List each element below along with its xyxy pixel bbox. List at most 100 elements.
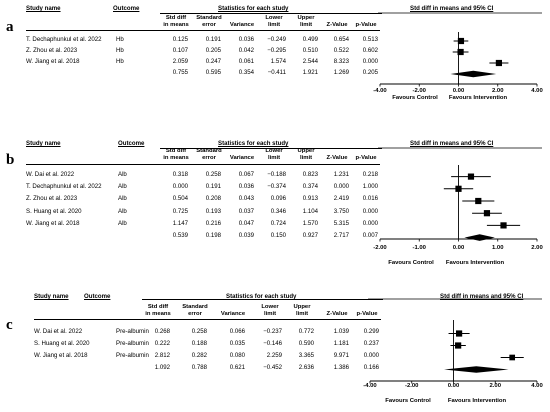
stat-cell: 1.147 xyxy=(172,219,188,227)
stat-cell: 0.621 xyxy=(229,364,245,371)
stat-cell: 0.096 xyxy=(270,195,286,203)
stat-cell: 0.000 xyxy=(362,58,378,65)
stat-cell: −0.249 xyxy=(267,36,286,43)
x-tick-label: -4.00 xyxy=(363,383,377,389)
stat-cell: 0.522 xyxy=(333,47,349,54)
stat-cell: 9.971 xyxy=(333,352,349,359)
stat-cell: 1.092 xyxy=(154,364,170,371)
stat-cell: 2.259 xyxy=(266,352,282,359)
stat-cell: 0.208 xyxy=(205,195,221,203)
stat-cell: 2.419 xyxy=(333,195,349,203)
header-statistics: Statistics for each study xyxy=(226,293,297,300)
stat-cell: 0.107 xyxy=(172,47,188,54)
header-outcome: Outcome xyxy=(118,140,145,147)
study-marker xyxy=(475,197,482,205)
column-header: Standard error xyxy=(196,15,222,28)
stat-cell: 0.166 xyxy=(363,364,379,371)
x-tick-label: -4.00 xyxy=(373,88,387,94)
stat-cell: −0.188 xyxy=(267,171,286,178)
stat-cell: 0.000 xyxy=(362,219,378,227)
x-tick-label: -2.00 xyxy=(405,383,419,389)
column-header: p-Value xyxy=(355,154,377,161)
stat-cell: 0.043 xyxy=(238,195,254,203)
stat-cell: 0.318 xyxy=(172,171,188,178)
study-name: W. Jiang et al. 2018 xyxy=(34,352,88,359)
stat-cell: 0.237 xyxy=(363,340,379,347)
outcome: Alb xyxy=(118,207,127,215)
stat-cell: 1.181 xyxy=(333,340,349,347)
stat-cell: 0.036 xyxy=(238,183,254,191)
stat-cell: 0.755 xyxy=(172,69,188,76)
x-tick-label: -2.00 xyxy=(373,245,387,251)
column-header: Standard error xyxy=(196,148,222,161)
header-study-name: Study name xyxy=(26,140,61,147)
stat-cell: 2.059 xyxy=(172,58,188,65)
column-header: Z-Value xyxy=(326,21,348,28)
stat-cell: 0.222 xyxy=(154,340,170,347)
stat-cell: 0.216 xyxy=(205,219,221,227)
column-header: Upper limit xyxy=(293,304,311,317)
stat-cell: 0.000 xyxy=(333,183,349,191)
outcome: Pre-albumin xyxy=(116,340,149,347)
stat-cell: 0.258 xyxy=(205,171,221,178)
stat-cell: 0.788 xyxy=(191,364,207,371)
study-name: W. Jiang et al. 2018 xyxy=(26,58,80,65)
stat-cell: 0.067 xyxy=(238,171,254,178)
table-row: T. Dechaphunkul et al. 2022 Alb 0.000 0.191… xyxy=(0,183,378,195)
header-study-name: Study name xyxy=(26,5,61,12)
study-name: S. Huang et al. 2020 xyxy=(26,207,82,215)
outcome: Alb xyxy=(118,195,127,203)
stat-cell: 0.193 xyxy=(205,207,221,215)
stat-cell: 1.921 xyxy=(302,69,318,76)
favours-control-label: Favours Control xyxy=(392,95,438,101)
stat-cell: 2.812 xyxy=(154,352,170,359)
header-outcome: Outcome xyxy=(84,293,111,300)
column-header: Lower limit xyxy=(265,15,283,28)
x-tick-label: 0.00 xyxy=(453,88,465,94)
header-statistics: Statistics for each study xyxy=(218,5,289,12)
favours-control-label: Favours Control xyxy=(385,398,431,404)
header-plot-title: Std diff in means and 95% CI xyxy=(410,140,494,147)
stat-cell: 0.346 xyxy=(270,207,286,215)
stat-cell: 0.000 xyxy=(172,183,188,191)
study-name: W. Jiang et al. 2018 xyxy=(26,219,80,227)
column-header: Z-Value xyxy=(326,310,348,317)
column-header: Std diff in means xyxy=(163,148,189,161)
outcome: Pre-albumin xyxy=(116,328,149,335)
stat-cell: 0.268 xyxy=(154,328,170,335)
forest-plot: -4.00 -2.00 0.00 2.00 4.00 Favours Control Fav… xyxy=(373,12,543,101)
stat-cell: 0.191 xyxy=(205,36,221,43)
study-marker xyxy=(509,354,516,361)
pooled-diamond xyxy=(450,70,497,78)
stat-cell: 0.602 xyxy=(362,47,378,54)
stat-cell: −0.295 xyxy=(267,47,286,54)
column-header: Variance xyxy=(229,21,255,28)
stat-cell: 0.125 xyxy=(172,36,188,43)
table-row: W. Dai et al. 2022 Alb 0.318 0.258 0.067 −0.1… xyxy=(0,171,378,183)
study-marker xyxy=(500,222,507,229)
favours-intervention-label: Favours Intervention xyxy=(449,95,508,101)
forest-panel-b: b Study name Outcome Statistics for each st… xyxy=(0,135,550,275)
x-tick-label: 0.00 xyxy=(453,245,465,251)
stat-cell: 0.188 xyxy=(191,340,207,347)
stat-cell: −0.452 xyxy=(263,364,282,371)
pooled-row: 1.092 0.788 0.621 −0.452 2.636 1.386 0.166 xyxy=(0,364,379,376)
pooled-diamond xyxy=(444,366,509,373)
column-header: Std diff in means xyxy=(163,15,189,28)
study-name: T. Dechaphunkul et al. 2022 xyxy=(26,36,102,43)
table-header-rule xyxy=(26,164,380,165)
stat-cell: 0.150 xyxy=(270,232,286,239)
x-tick-label: 1.00 xyxy=(492,245,504,251)
x-tick-label: 4.00 xyxy=(531,383,543,389)
study-marker xyxy=(495,59,503,67)
pooled-diamond xyxy=(464,234,495,241)
stat-cell: 1.386 xyxy=(333,364,349,371)
stat-cell: 2.636 xyxy=(298,364,314,371)
stat-cell: 0.539 xyxy=(172,232,188,239)
column-header: Lower limit xyxy=(261,304,279,317)
stat-cell: 0.282 xyxy=(191,352,207,359)
column-header: Standard error xyxy=(182,304,208,317)
stat-cell: 0.205 xyxy=(205,47,221,54)
study-marker xyxy=(455,342,462,349)
x-tick-label: 2.00 xyxy=(531,245,543,251)
